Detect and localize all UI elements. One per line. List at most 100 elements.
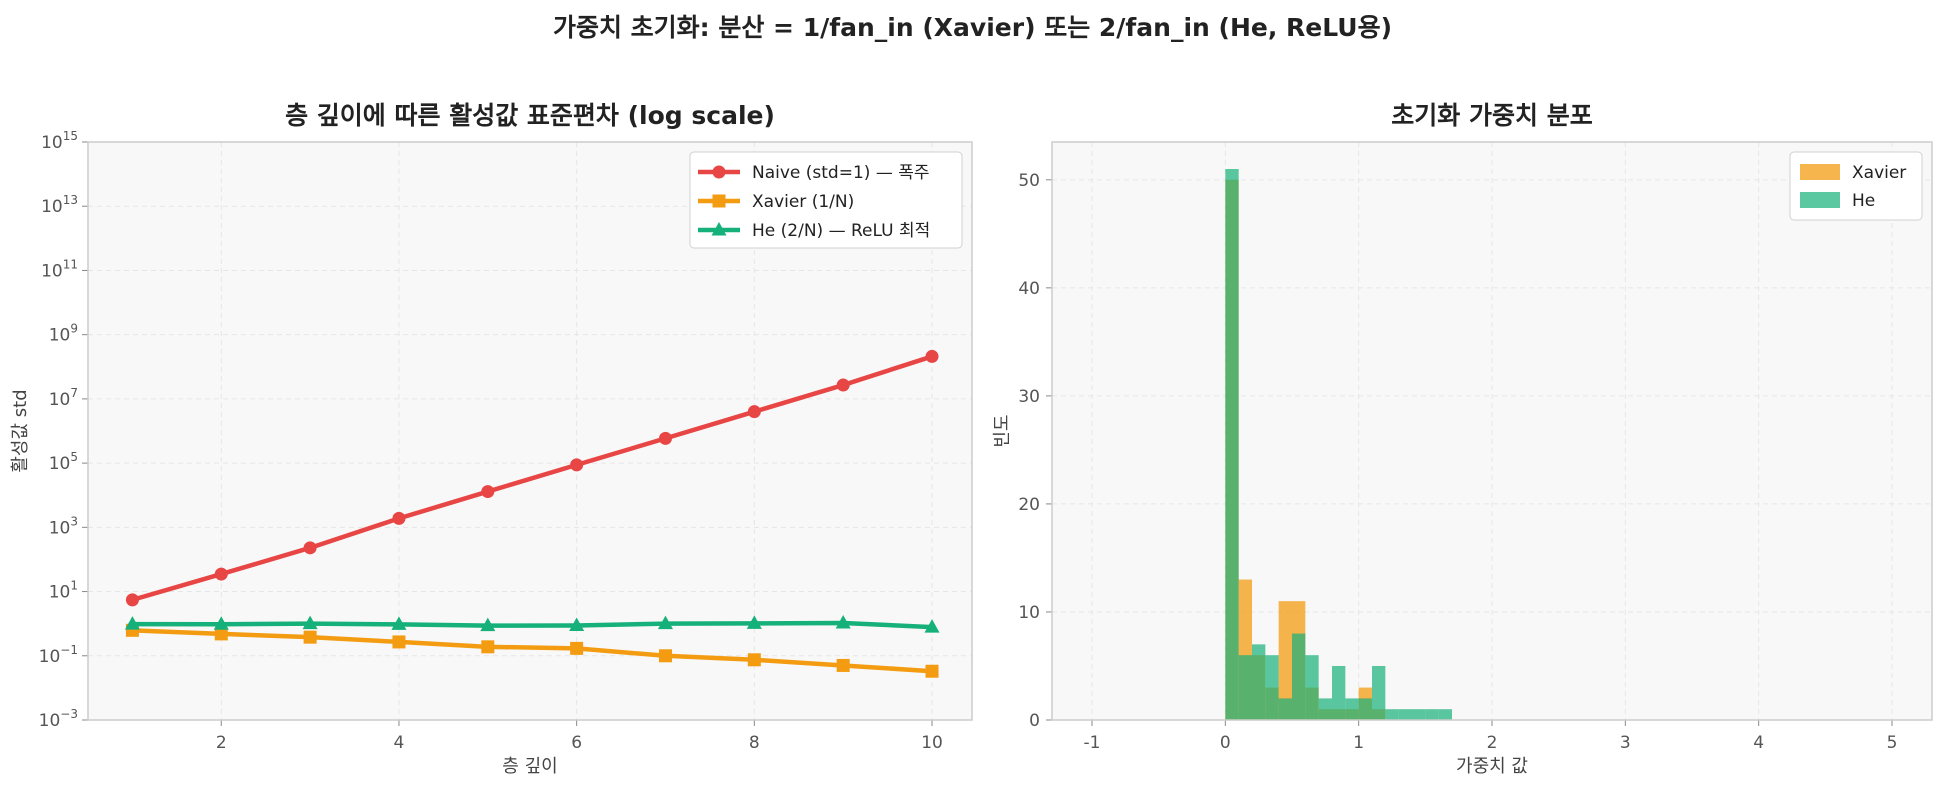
data-point-xavier bbox=[481, 640, 495, 654]
legend-label-xavier: Xavier (1/N) bbox=[752, 192, 854, 212]
data-point-he bbox=[924, 619, 940, 633]
data-point-xavier bbox=[747, 653, 761, 667]
data-point-he bbox=[391, 616, 407, 630]
data-point-naive bbox=[925, 349, 939, 363]
data-point-xavier bbox=[836, 658, 850, 672]
hist-bar-he bbox=[1332, 665, 1346, 720]
data-point-naive bbox=[747, 405, 761, 419]
hist-bar-he bbox=[1438, 709, 1452, 720]
y-tick-label: 0 bbox=[1029, 711, 1040, 731]
hist-bar-he bbox=[1252, 644, 1266, 720]
x-tick-label: 5 bbox=[1887, 733, 1898, 753]
x-tick-label: 0 bbox=[1220, 733, 1231, 753]
y-tick-label: 1011 bbox=[41, 257, 78, 281]
legend-box bbox=[689, 151, 963, 249]
chart-title: 층 깊이에 따른 활성값 표준편차 (log scale) bbox=[285, 101, 775, 130]
series-line-he bbox=[132, 620, 933, 630]
data-point-naive bbox=[836, 378, 850, 392]
hist-bar-he bbox=[1305, 655, 1319, 720]
data-point-naive bbox=[570, 458, 584, 472]
legend-marker-he bbox=[711, 222, 727, 236]
data-point-naive bbox=[481, 485, 495, 499]
y-tick-label: 1015 bbox=[41, 129, 78, 153]
x-tick-label: 6 bbox=[571, 733, 582, 753]
data-point-he bbox=[124, 616, 140, 630]
left-chart-std-by-depth: 2 4 6 8 10 10−3 10−1 101 103 105 107 109 1011 1013 101… bbox=[10, 101, 973, 777]
legend-swatch-he bbox=[1800, 192, 1840, 208]
x-axis-label: 층 깊이 bbox=[502, 756, 557, 777]
hist-bar-he bbox=[1292, 633, 1306, 720]
legend-label-he: He (2/N) — ReLU 최적 bbox=[752, 221, 930, 241]
x-tick-label: 10 bbox=[921, 733, 943, 753]
data-point-naive bbox=[125, 593, 139, 607]
data-point-naive bbox=[214, 567, 228, 581]
data-point-naive bbox=[392, 511, 406, 525]
y-tick-label: 107 bbox=[49, 386, 78, 410]
data-point-xavier bbox=[570, 641, 584, 655]
y-tick-label: 10−1 bbox=[39, 643, 78, 667]
y-tick-label: 101 bbox=[49, 579, 78, 603]
x-tick-label: 2 bbox=[1487, 733, 1498, 753]
y-tick-label: 30 bbox=[1018, 387, 1040, 407]
x-tick-label: 2 bbox=[216, 733, 227, 753]
y-tick-label: 103 bbox=[49, 514, 78, 538]
data-point-he bbox=[835, 614, 851, 629]
hist-bar-he bbox=[1358, 698, 1372, 720]
data-point-xavier bbox=[214, 627, 228, 641]
x-tick-label: 4 bbox=[394, 733, 405, 753]
y-axis-label: 활성값 std bbox=[10, 389, 31, 472]
data-point-xavier bbox=[658, 649, 672, 663]
x-tick-label: 1 bbox=[1353, 733, 1364, 753]
hist-bar-he bbox=[1398, 709, 1412, 720]
hist-bar-he bbox=[1265, 655, 1279, 720]
data-point-xavier bbox=[925, 664, 939, 678]
y-tick-label: 40 bbox=[1018, 279, 1040, 299]
x-tick-label: 4 bbox=[1753, 733, 1764, 753]
data-point-he bbox=[746, 615, 762, 629]
series-line-naive bbox=[131, 354, 933, 603]
y-tick-label: 20 bbox=[1018, 495, 1040, 515]
data-point-naive bbox=[658, 431, 672, 445]
x-tick-label: 8 bbox=[749, 733, 760, 753]
hist-bar-he bbox=[1238, 655, 1252, 720]
y-tick-label: 109 bbox=[49, 322, 78, 346]
legend-marker-naive bbox=[712, 165, 726, 179]
data-point-he bbox=[569, 617, 585, 631]
hist-bar-xavier bbox=[1278, 601, 1292, 720]
hist-bar-he bbox=[1412, 709, 1426, 720]
data-point-xavier bbox=[303, 630, 317, 644]
data-point-he bbox=[213, 616, 229, 630]
plot-frame bbox=[87, 141, 973, 721]
x-tick-label: 3 bbox=[1620, 733, 1631, 753]
legend-label-naive: Naive (std=1) — 폭주 bbox=[752, 163, 930, 183]
y-tick-label: 50 bbox=[1018, 171, 1040, 191]
y-tick-label: 10 bbox=[1018, 603, 1040, 623]
legend-label-he: He bbox=[1852, 191, 1875, 211]
hist-bar-he bbox=[1345, 698, 1359, 720]
y-tick-label: 105 bbox=[49, 450, 78, 474]
y-tick-label: 10−3 bbox=[39, 707, 78, 731]
data-point-he bbox=[480, 617, 496, 632]
plot-frame bbox=[1051, 141, 1933, 721]
y-axis-label: 빈도 bbox=[992, 414, 1013, 447]
series-line-xavier bbox=[132, 628, 933, 674]
x-axis-label: 가중치 값 bbox=[1456, 756, 1528, 777]
data-point-he bbox=[302, 615, 318, 630]
hist-bar-he bbox=[1385, 709, 1399, 720]
legend-label-xavier: Xavier bbox=[1852, 163, 1906, 183]
data-point-naive bbox=[303, 541, 317, 555]
data-point-xavier bbox=[392, 635, 406, 649]
legend-swatch-xavier bbox=[1800, 164, 1840, 180]
y-tick-label: 1013 bbox=[41, 193, 78, 217]
hist-bar-he bbox=[1225, 169, 1239, 720]
x-tick-label: -1 bbox=[1084, 733, 1101, 753]
hist-bar-he bbox=[1278, 698, 1292, 720]
hist-bar-he bbox=[1425, 709, 1439, 720]
chart-title: 초기화 가중치 분포 bbox=[1391, 101, 1592, 130]
hist-bar-he bbox=[1318, 698, 1332, 720]
data-point-he bbox=[657, 615, 673, 630]
hist-bar-he bbox=[1372, 665, 1386, 720]
figure-title: 가중치 초기화: 분산 = 1/fan_in (Xavier) 또는 2/fan… bbox=[552, 13, 1393, 42]
